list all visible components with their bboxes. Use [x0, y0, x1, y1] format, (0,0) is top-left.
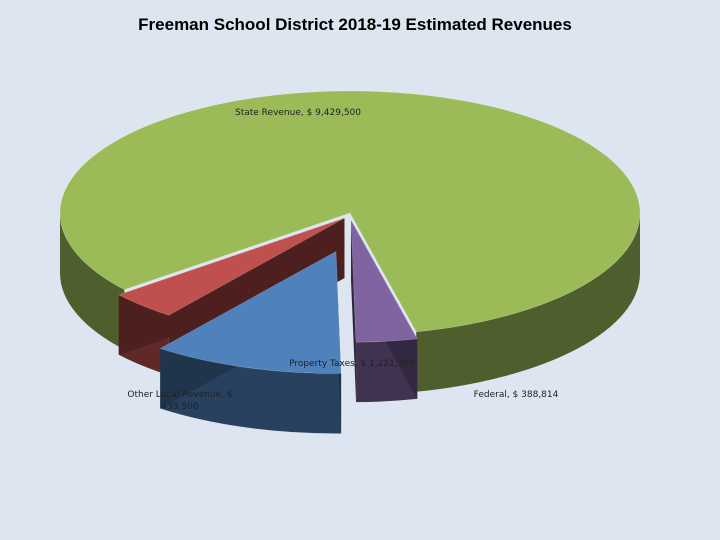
slice-label-state-revenue: State Revenue, $ 9,429,500	[235, 108, 361, 118]
pie-labels: State Revenue, $ 9,429,500 Federal, $ 388…	[127, 108, 558, 412]
pie-side-state-revenue	[416, 213, 640, 392]
chart-title: Freeman School District 2018-19 Estimate…	[138, 15, 572, 34]
pie-wall-other-local-revenue	[118, 218, 345, 355]
pie-tops	[59, 90, 641, 374]
pie-side-state-revenue	[60, 213, 125, 350]
slice-label-property-taxes: Property Taxes, $ 1,221,388	[289, 359, 415, 369]
pie-slice-property-taxes	[159, 250, 342, 374]
slice-label-federal: Federal, $ 388,814	[474, 390, 559, 400]
slice-label-other-local-revenue: Other Local Revenue, $439,500	[127, 390, 232, 412]
pie-slice-federal	[350, 219, 418, 343]
pie-slice-state-revenue	[59, 90, 641, 333]
pie-wall-federal	[350, 220, 357, 403]
pie-slice-other-local-revenue	[118, 217, 345, 316]
